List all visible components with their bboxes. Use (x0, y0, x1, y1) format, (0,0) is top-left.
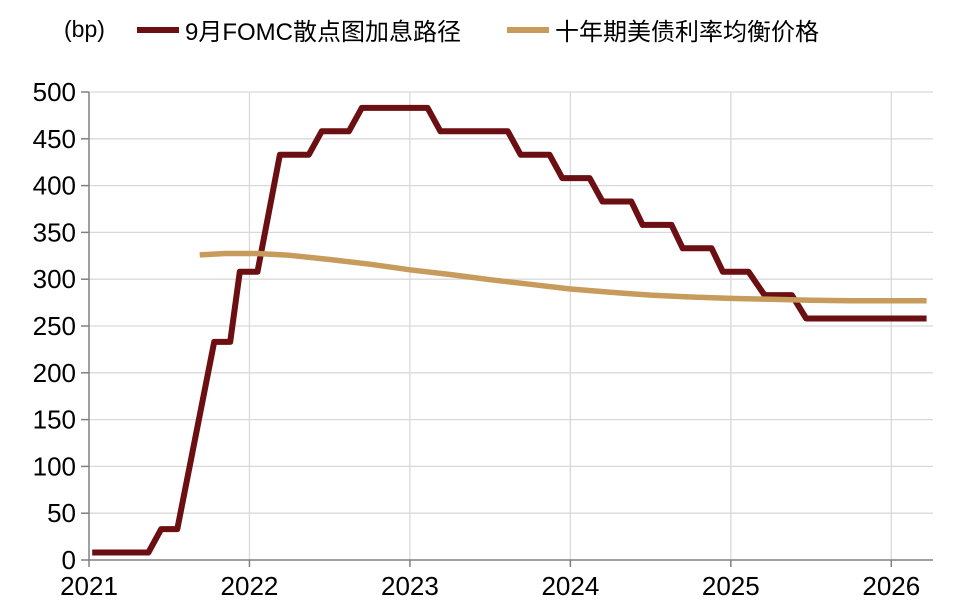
legend: 9月FOMC散点图加息路径 十年期美债利率均衡价格 (137, 12, 819, 47)
x-tick-label: 2026 (862, 571, 920, 601)
legend-swatch-fomc-path (137, 26, 179, 33)
x-tick-label: 2025 (702, 571, 760, 601)
legend-item-fomc-path: 9月FOMC散点图加息路径 (137, 12, 461, 47)
x-tick-label: 2021 (60, 571, 118, 601)
y-tick-label: 150 (33, 405, 76, 435)
series-line-1 (199, 250, 927, 304)
y-tick-label: 200 (33, 358, 76, 388)
x-tick-label: 2022 (221, 571, 279, 601)
legend-label-treasury-equilibrium: 十年期美债利率均衡价格 (555, 19, 819, 46)
legend-item-treasury-equilibrium: 十年期美债利率均衡价格 (507, 12, 819, 47)
y-tick-label: 50 (47, 498, 76, 528)
y-tick-label: 400 (33, 171, 76, 201)
y-tick-label: 100 (33, 451, 76, 481)
legend-label-fomc-path: 9月FOMC散点图加息路径 (185, 19, 461, 46)
y-tick-label: 450 (33, 124, 76, 154)
gridlines (89, 91, 933, 560)
y-tick-label: 500 (33, 77, 76, 107)
y-axis-unit-label: (bp) (64, 16, 105, 42)
series-line-0 (92, 104, 927, 556)
y-tick-label: 350 (33, 217, 76, 247)
y-tick-label: 0 (62, 545, 76, 575)
x-tick-label: 2023 (381, 571, 439, 601)
y-tick-label: 250 (33, 311, 76, 341)
x-tick-label: 2024 (541, 571, 599, 601)
y-tick-label: 300 (33, 264, 76, 294)
tick-marks: 0 50 100 150 200 250 300 350 400 450 500 2021 2022 20… (33, 77, 921, 601)
legend-swatch-treasury-equilibrium (507, 26, 549, 33)
